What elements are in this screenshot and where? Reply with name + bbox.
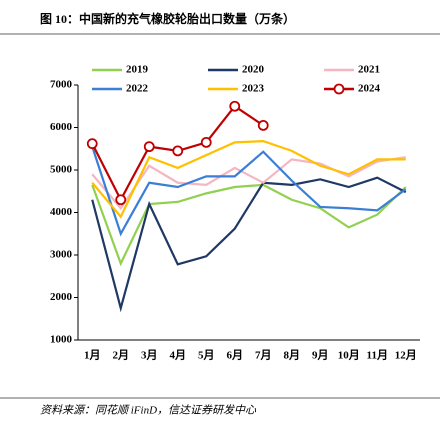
series-marker: [115, 194, 127, 206]
y-tick-label: 5000: [50, 164, 73, 176]
y-tick-label: 6000: [50, 121, 73, 133]
y-tick-label: 4000: [50, 206, 73, 218]
y-tick-label: 3000: [50, 249, 73, 261]
x-tick-label: 7月: [255, 349, 272, 362]
legend-marker: [333, 83, 345, 95]
x-tick-label: 4月: [170, 349, 187, 362]
source: 资料来源：同花顺 iFinD，信达证券研发中心: [40, 404, 257, 417]
y-tick-label: 1000: [50, 334, 73, 346]
x-tick-label: 3月: [141, 349, 158, 362]
x-tick-label: 8月: [284, 349, 301, 362]
x-tick-label: 5月: [198, 349, 215, 362]
legend-label: 2019: [126, 64, 149, 76]
legend-label: 2024: [358, 83, 381, 95]
legend-label: 2020: [242, 64, 265, 76]
legend-label: 2021: [358, 64, 380, 76]
legend-label: 2022: [126, 83, 149, 95]
series-marker: [257, 119, 269, 131]
chart-title: 图 10：中国新的充气橡胶轮胎出口数量（万条）: [40, 11, 295, 26]
series-marker: [172, 145, 184, 157]
x-tick-label: 6月: [227, 349, 244, 362]
x-tick-label: 1月: [84, 349, 101, 362]
y-tick-label: 7000: [50, 79, 73, 91]
x-tick-label: 12月: [395, 349, 417, 362]
x-tick-label: 2月: [113, 349, 130, 362]
series-line: [91, 156, 406, 211]
series-marker: [86, 138, 98, 150]
series-line: [91, 183, 407, 267]
series-marker: [200, 136, 212, 148]
y-tick-label: 2000: [50, 291, 73, 303]
series-line: [91, 176, 407, 313]
x-tick-label: 11月: [367, 349, 388, 362]
series-line: [91, 146, 407, 237]
x-tick-label: 9月: [312, 349, 329, 362]
x-tick-label: 10月: [338, 349, 360, 362]
series-marker: [229, 100, 241, 112]
series-marker: [143, 141, 155, 153]
series-line: [91, 139, 406, 219]
legend-label: 2023: [242, 83, 265, 95]
